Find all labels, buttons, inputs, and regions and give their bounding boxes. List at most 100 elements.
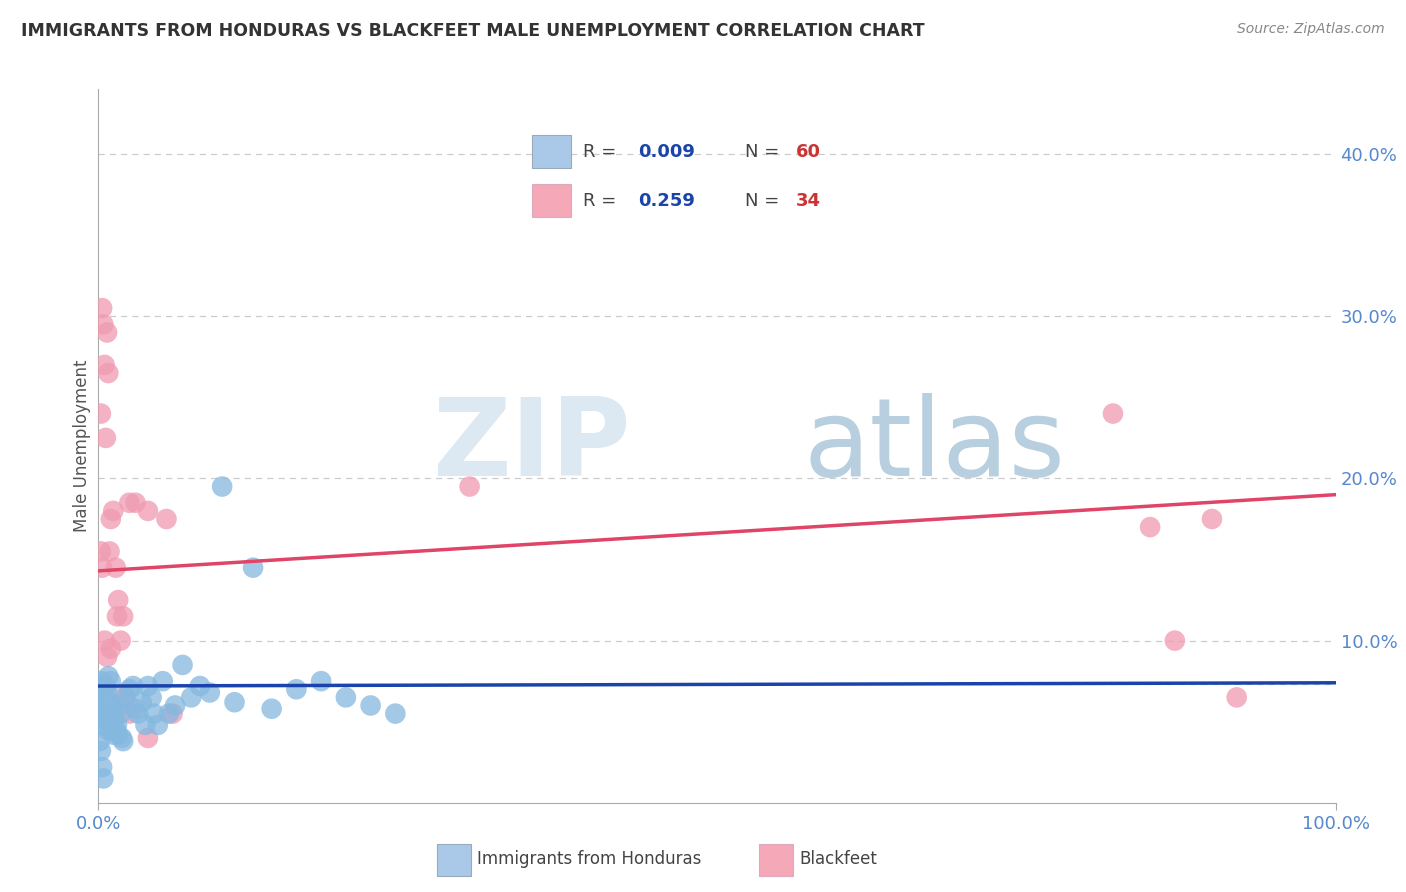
Point bbox=[97, 669, 120, 683]
Point bbox=[155, 512, 177, 526]
Point bbox=[93, 358, 115, 372]
Point bbox=[91, 706, 114, 721]
Text: atlas: atlas bbox=[804, 393, 1066, 499]
Point bbox=[90, 544, 112, 558]
Point bbox=[91, 760, 114, 774]
Point bbox=[108, 698, 131, 713]
Point bbox=[360, 698, 382, 713]
Point bbox=[146, 718, 169, 732]
Point bbox=[224, 695, 246, 709]
Point bbox=[104, 723, 127, 737]
Text: 0.259: 0.259 bbox=[638, 192, 695, 210]
Point bbox=[100, 706, 122, 721]
Point bbox=[103, 728, 125, 742]
Point bbox=[107, 728, 129, 742]
Point bbox=[93, 702, 115, 716]
Point bbox=[134, 718, 156, 732]
Point bbox=[93, 633, 115, 648]
Text: Immigrants from Honduras: Immigrants from Honduras bbox=[477, 849, 702, 868]
Point bbox=[1164, 633, 1187, 648]
Point bbox=[152, 674, 174, 689]
Point bbox=[110, 706, 132, 721]
Text: 60: 60 bbox=[796, 143, 821, 161]
Point bbox=[136, 679, 159, 693]
Point bbox=[180, 690, 202, 705]
Point bbox=[103, 504, 125, 518]
Point bbox=[94, 711, 117, 725]
Bar bbox=[437, 844, 471, 876]
Text: N =: N = bbox=[745, 192, 785, 210]
Point bbox=[260, 702, 283, 716]
Text: N =: N = bbox=[745, 143, 785, 161]
Point bbox=[112, 690, 135, 705]
Text: R =: R = bbox=[583, 192, 623, 210]
Point bbox=[101, 718, 124, 732]
Point bbox=[93, 690, 115, 705]
Point bbox=[107, 593, 129, 607]
Point bbox=[242, 560, 264, 574]
Point bbox=[90, 744, 112, 758]
Point bbox=[211, 479, 233, 493]
Point bbox=[188, 679, 211, 693]
Point bbox=[118, 706, 141, 721]
Point bbox=[143, 706, 166, 721]
Point bbox=[110, 633, 132, 648]
Point bbox=[94, 431, 117, 445]
Y-axis label: Male Unemployment: Male Unemployment bbox=[73, 359, 91, 533]
Point bbox=[97, 366, 120, 380]
Point bbox=[122, 679, 145, 693]
Bar bbox=[531, 185, 571, 218]
Point bbox=[157, 706, 180, 721]
Point bbox=[114, 690, 136, 705]
Point bbox=[89, 685, 111, 699]
Bar bbox=[759, 844, 793, 876]
Point bbox=[111, 731, 134, 745]
Point bbox=[384, 706, 406, 721]
Point bbox=[127, 706, 149, 721]
Point bbox=[458, 479, 481, 493]
Point bbox=[96, 723, 118, 737]
Point bbox=[98, 544, 121, 558]
Point bbox=[118, 682, 141, 697]
Point bbox=[93, 318, 115, 332]
Point bbox=[162, 706, 184, 721]
Text: ZIP: ZIP bbox=[432, 393, 630, 499]
Point bbox=[89, 734, 111, 748]
Text: Source: ZipAtlas.com: Source: ZipAtlas.com bbox=[1237, 22, 1385, 37]
Point bbox=[90, 407, 112, 421]
Bar bbox=[531, 136, 571, 168]
Point bbox=[93, 718, 115, 732]
Point bbox=[198, 685, 221, 699]
Text: 34: 34 bbox=[796, 192, 821, 210]
Text: Blackfeet: Blackfeet bbox=[799, 849, 877, 868]
Point bbox=[1139, 520, 1161, 534]
Point bbox=[93, 682, 115, 697]
Point bbox=[96, 685, 118, 699]
Point bbox=[112, 609, 135, 624]
Point bbox=[105, 718, 128, 732]
Text: R =: R = bbox=[583, 143, 623, 161]
Point bbox=[118, 496, 141, 510]
Point bbox=[90, 698, 112, 713]
Point bbox=[124, 702, 146, 716]
Point bbox=[1226, 690, 1249, 705]
Point bbox=[285, 682, 308, 697]
Text: IMMIGRANTS FROM HONDURAS VS BLACKFEET MALE UNEMPLOYMENT CORRELATION CHART: IMMIGRANTS FROM HONDURAS VS BLACKFEET MA… bbox=[21, 22, 925, 40]
Point bbox=[131, 695, 153, 709]
Point bbox=[91, 674, 114, 689]
Point bbox=[112, 734, 135, 748]
Point bbox=[1201, 512, 1223, 526]
Point bbox=[165, 698, 187, 713]
Point bbox=[105, 609, 128, 624]
Point bbox=[100, 512, 122, 526]
Point bbox=[136, 731, 159, 745]
Point bbox=[104, 560, 127, 574]
Point bbox=[90, 679, 112, 693]
Point bbox=[91, 560, 114, 574]
Point bbox=[103, 711, 125, 725]
Point bbox=[96, 649, 118, 664]
Point bbox=[309, 674, 332, 689]
Point bbox=[141, 690, 163, 705]
Point bbox=[97, 714, 120, 729]
Point bbox=[124, 496, 146, 510]
